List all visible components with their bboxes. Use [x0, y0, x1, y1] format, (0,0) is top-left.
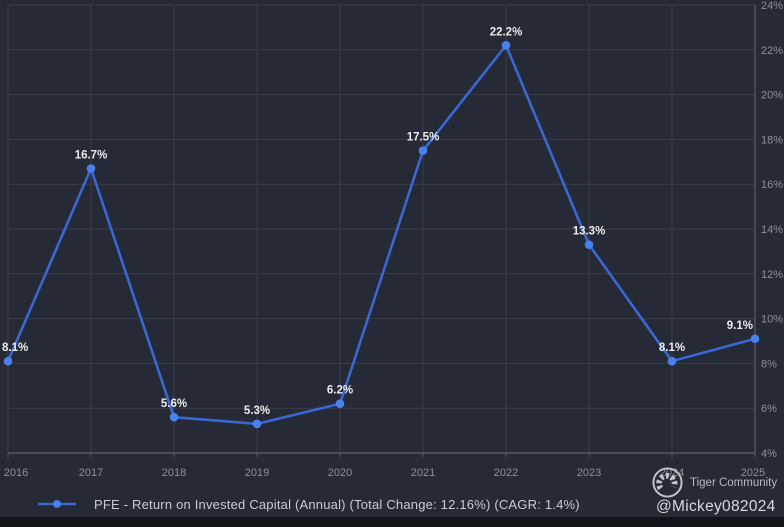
y-tick-label: 20% [761, 90, 783, 102]
x-tick-label: 2016 [4, 467, 28, 479]
data-point-label: 6.2% [327, 385, 353, 397]
x-tick-label: 2020 [328, 467, 352, 479]
legend-line-marker-icon [38, 500, 76, 508]
y-tick-label: 14% [761, 224, 783, 236]
data-point-label: 16.7% [75, 150, 108, 162]
tiger-community-logo-icon [652, 467, 683, 498]
tiger-community-watermark: Tiger Community [651, 466, 777, 499]
data-point[interactable] [584, 240, 594, 249]
x-tick-label: 2019 [245, 467, 269, 479]
tiger-community-label: Tiger Community [690, 476, 778, 489]
data-point[interactable] [501, 41, 511, 50]
chart-legend[interactable]: PFE - Return on Invested Capital (Annual… [37, 495, 580, 513]
data-point-label: 9.1% [727, 320, 753, 332]
x-tick-label: 2017 [79, 467, 103, 479]
x-tick-label: 2025 [741, 467, 765, 479]
data-point[interactable] [750, 334, 760, 344]
series-line [6, 44, 757, 426]
data-point-label: 13.3% [573, 226, 606, 238]
data-point[interactable] [252, 419, 262, 429]
data-point-label: 5.3% [244, 405, 270, 417]
data-point[interactable] [86, 164, 96, 173]
y-tick-label: 10% [761, 314, 783, 326]
y-tick-label: 18% [761, 134, 783, 146]
data-point-label: 8.1% [659, 342, 685, 354]
data-point[interactable] [3, 356, 13, 366]
data-point[interactable] [335, 399, 345, 409]
data-point-label: 5.6% [161, 398, 187, 410]
data-point[interactable] [169, 412, 179, 422]
y-tick-label: 16% [761, 179, 783, 191]
y-tick-label: 8% [761, 358, 777, 370]
data-point[interactable] [418, 146, 428, 155]
y-tick-label: 6% [761, 403, 777, 415]
y-tick-label: 22% [761, 45, 783, 57]
y-tick-label: 24% [761, 0, 783, 12]
x-tick-label: 2022 [494, 467, 518, 479]
legend-label: PFE - Return on Invested Capital (Annual… [94, 496, 580, 512]
x-tick-label: 2021 [411, 467, 435, 479]
data-point-label: 17.5% [407, 132, 440, 144]
data-point-label: 22.2% [490, 26, 523, 38]
user-handle-watermark: @Mickey082024 [656, 498, 776, 515]
bottom-band [0, 517, 784, 527]
data-point[interactable] [667, 356, 677, 366]
x-tick-label: 2023 [577, 467, 601, 479]
x-tick-label: 2018 [162, 467, 186, 479]
y-tick-label: 4% [761, 448, 777, 460]
data-point-label: 8.1% [2, 342, 28, 354]
x-tick-label: 2024 [660, 467, 684, 479]
y-tick-label: 12% [761, 269, 783, 281]
